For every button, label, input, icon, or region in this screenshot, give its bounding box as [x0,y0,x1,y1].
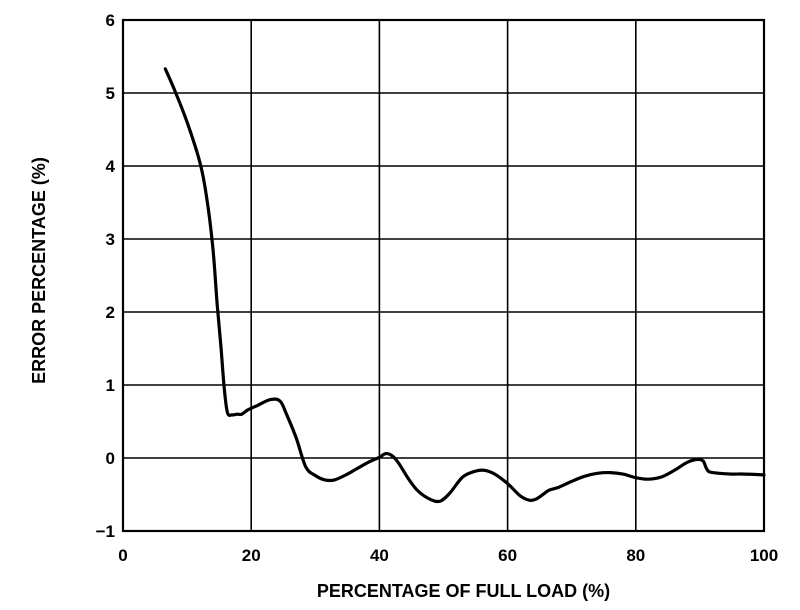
plot-frame [121,18,766,533]
y-tick-label: 4 [106,157,116,176]
series-line [163,67,766,504]
x-axis-ticks: 0 20 40 60 80 100 [118,546,778,565]
y-tick-label: 3 [106,230,115,249]
x-tick-label: 60 [498,546,517,565]
x-tick-label: 0 [118,546,127,565]
y-tick-label: 2 [106,303,115,322]
x-tick-label: 20 [242,546,261,565]
y-tick-label: 1 [106,376,115,395]
x-tick-label: 100 [750,546,778,565]
y-tick-label: 6 [106,11,115,30]
series-layer [163,67,766,504]
y-axis-ticks: −1 0 1 2 3 4 5 6 [96,11,116,541]
x-tick-label: 40 [370,546,389,565]
y-tick-label: −1 [96,522,115,541]
x-axis-title: PERCENTAGE OF FULL LOAD (%) [317,581,610,601]
y-axis-title: ERROR PERCENTAGE (%) [29,157,49,384]
x-tick-label: 80 [626,546,645,565]
grid [122,19,765,532]
y-tick-label: 0 [106,449,115,468]
y-tick-label: 5 [106,84,115,103]
